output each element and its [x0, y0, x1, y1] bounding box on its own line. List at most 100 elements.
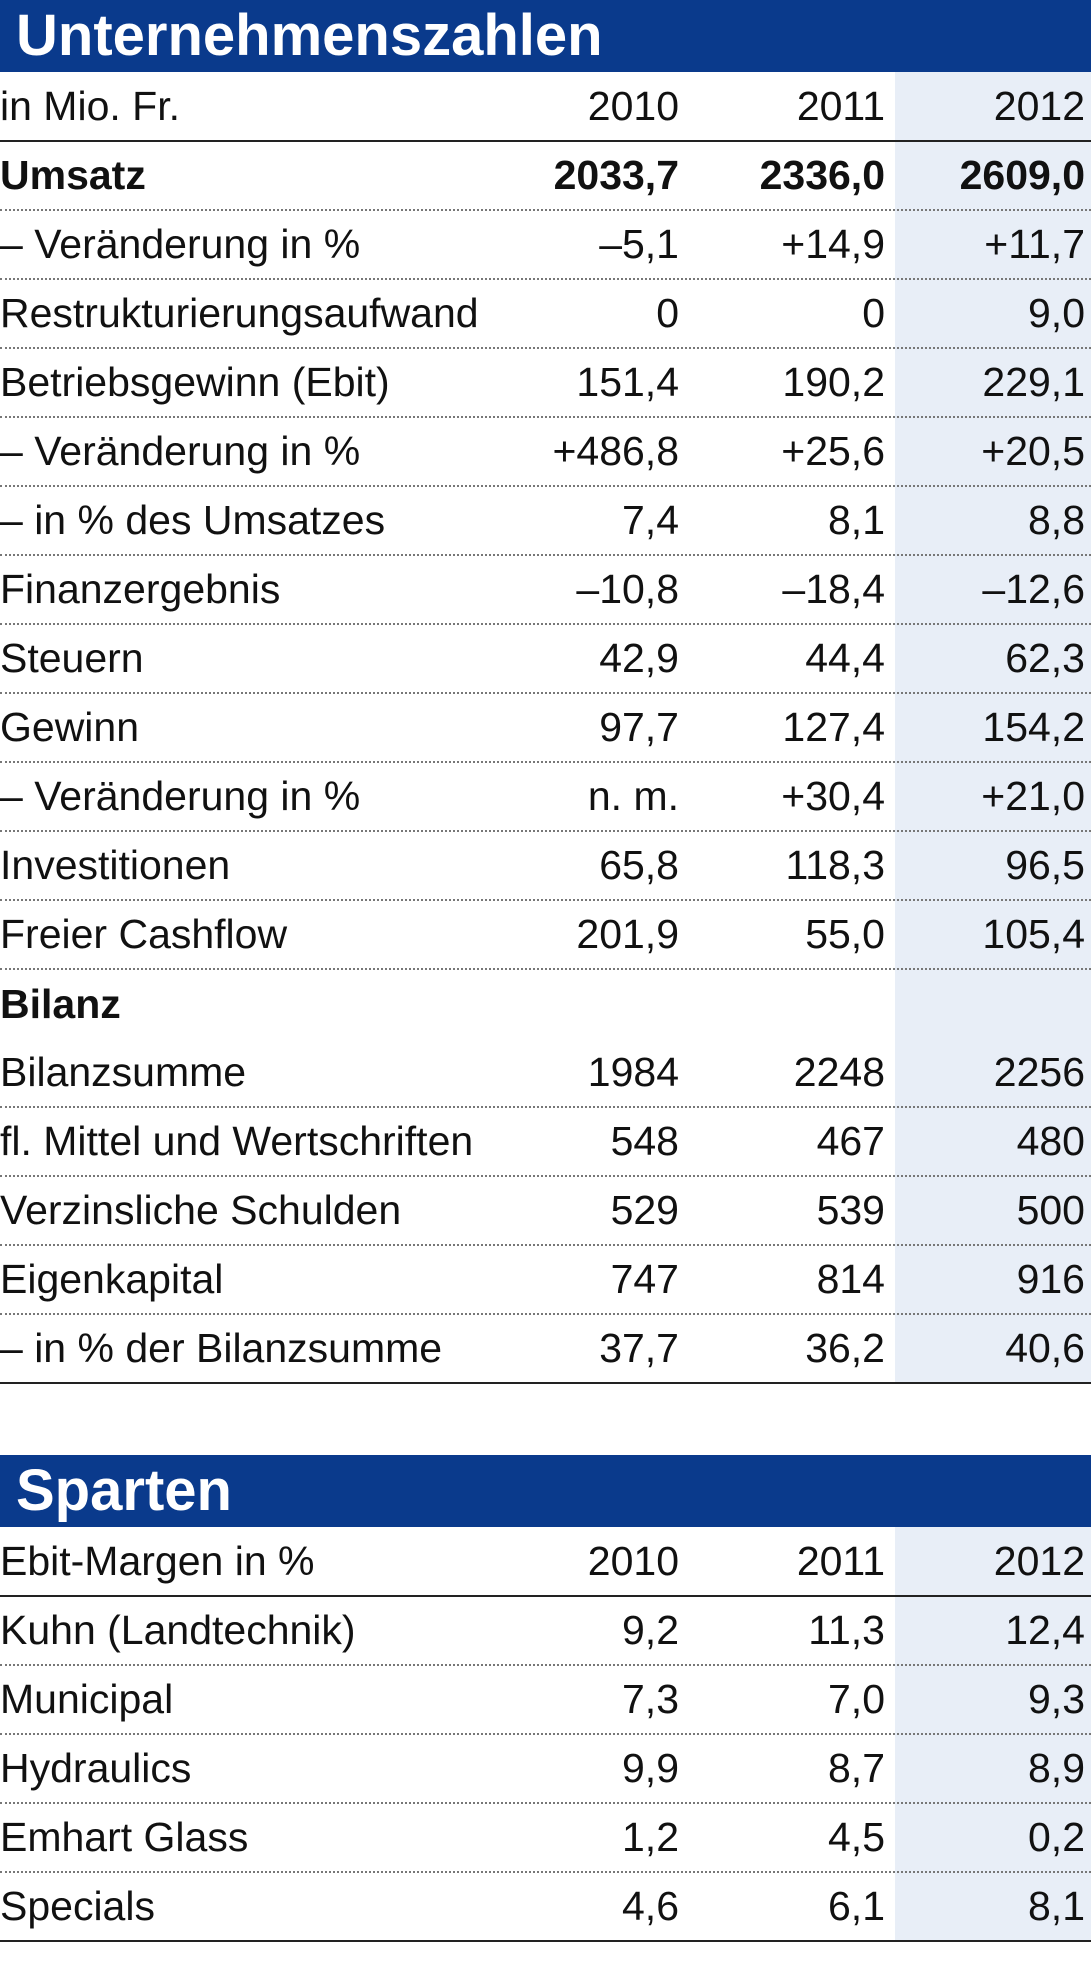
- value-cell: 0: [656, 290, 679, 336]
- value-cell: +11,7: [984, 221, 1085, 267]
- value-cell: 814: [816, 1256, 885, 1302]
- row-label: Municipal: [0, 1676, 174, 1722]
- value-cell: 9,2: [622, 1607, 679, 1653]
- row-label: – Veränderung in %: [0, 428, 361, 474]
- table-row: Emhart Glass 1,2 4,5 0,2: [0, 1804, 1091, 1873]
- row-label: Emhart Glass: [0, 1814, 249, 1860]
- value-cell: 127,4: [782, 704, 885, 750]
- row-label: fl. Mittel und Wertschriften: [0, 1118, 474, 1164]
- table-row: Gewinn 97,7 127,4 154,2: [0, 694, 1091, 763]
- value-cell: 229,1: [982, 359, 1085, 405]
- year-header: 2010: [587, 1537, 679, 1584]
- value-cell: –18,4: [782, 566, 885, 612]
- value-cell: 7,3: [622, 1676, 679, 1722]
- unit-label: in Mio. Fr.: [0, 82, 180, 129]
- row-label: Umsatz: [0, 152, 146, 198]
- value-cell: +25,6: [781, 428, 885, 474]
- company-figures-section: Unternehmenszahlen in Mio. Fr. 2010 2011…: [0, 0, 1091, 1384]
- value-cell: 916: [1016, 1256, 1085, 1302]
- value-cell: –5,1: [599, 221, 679, 267]
- value-cell: 62,3: [1005, 635, 1085, 681]
- table-row: Investitionen 65,8 118,3 96,5: [0, 832, 1091, 901]
- table-row: – in % des Umsatzes 7,4 8,1 8,8: [0, 487, 1091, 556]
- row-label: Betriebsgewinn (Ebit): [0, 359, 390, 405]
- row-label: – in % des Umsatzes: [0, 497, 386, 543]
- row-label: – Veränderung in %: [0, 773, 361, 819]
- value-cell: 529: [610, 1187, 679, 1233]
- table-row: Umsatz 2033,7 2336,0 2609,0: [0, 142, 1091, 211]
- table-row: Bilanzsumme 1984 2248 2256: [0, 1039, 1091, 1108]
- value-cell: +21,0: [981, 773, 1085, 819]
- table-row: Hydraulics 9,9 8,7 8,9: [0, 1735, 1091, 1804]
- table-row: – in % der Bilanzsumme 37,7 36,2 40,6: [0, 1315, 1091, 1384]
- divisions-section: Sparten Ebit-Margen in % 2010 2011 2012 …: [0, 1455, 1091, 1942]
- divisions-table: Ebit-Margen in % 2010 2011 2012 Kuhn (La…: [0, 1527, 1091, 1942]
- value-cell: 154,2: [982, 704, 1085, 750]
- row-label: Specials: [0, 1883, 155, 1929]
- table-row: – Veränderung in % +486,8 +25,6 +20,5: [0, 418, 1091, 487]
- value-cell: 2336,0: [759, 152, 885, 198]
- value-cell: 12,4: [1005, 1607, 1085, 1653]
- value-cell: 4,6: [622, 1883, 679, 1929]
- company-figures-title: Unternehmenszahlen: [0, 0, 1091, 72]
- value-cell: 467: [816, 1118, 885, 1164]
- value-cell: +30,4: [781, 773, 885, 819]
- value-cell: 8,8: [1028, 497, 1085, 543]
- value-cell: 747: [610, 1256, 679, 1302]
- year-header: 2010: [587, 82, 679, 129]
- value-cell: 151,4: [576, 359, 679, 405]
- row-label: Steuern: [0, 635, 144, 681]
- value-cell: 42,9: [599, 635, 679, 681]
- table-row: fl. Mittel und Wertschriften 548 467 480: [0, 1108, 1091, 1177]
- value-cell: n. m.: [587, 773, 679, 819]
- value-cell: 11,3: [808, 1607, 885, 1653]
- value-cell: 36,2: [805, 1325, 885, 1371]
- section-heading: Bilanz: [0, 970, 1091, 1039]
- value-cell: 7,4: [622, 497, 679, 543]
- value-cell: 2248: [793, 1049, 885, 1095]
- value-cell: 0: [862, 290, 885, 336]
- table-row: Finanzergebnis –10,8 –18,4 –12,6: [0, 556, 1091, 625]
- year-header: 2012: [993, 82, 1085, 129]
- table-row: Freier Cashflow 201,9 55,0 105,4: [0, 901, 1091, 970]
- year-header: 2011: [796, 82, 885, 129]
- value-cell: 500: [1016, 1187, 1085, 1233]
- value-cell: 105,4: [982, 911, 1085, 957]
- row-label: Finanzergebnis: [0, 566, 281, 612]
- row-label: Gewinn: [0, 704, 140, 750]
- table-header: in Mio. Fr. 2010 2011 2012: [0, 72, 1091, 142]
- year-header: 2011: [796, 1537, 885, 1584]
- value-cell: 8,1: [1028, 1883, 1085, 1929]
- table-row: Verzinsliche Schulden 529 539 500: [0, 1177, 1091, 1246]
- value-cell: 480: [1016, 1118, 1085, 1164]
- table-row: Steuern 42,9 44,4 62,3: [0, 625, 1091, 694]
- value-cell: 8,1: [828, 497, 885, 543]
- table-row: – Veränderung in % –5,1 +14,9 +11,7: [0, 211, 1091, 280]
- value-cell: 2033,7: [553, 152, 679, 198]
- divisions-title: Sparten: [0, 1455, 1091, 1527]
- value-cell: 6,1: [828, 1883, 885, 1929]
- value-cell: +20,5: [981, 428, 1085, 474]
- row-label: Verzinsliche Schulden: [0, 1187, 402, 1233]
- table-row: Municipal 7,3 7,0 9,3: [0, 1666, 1091, 1735]
- value-cell: +486,8: [552, 428, 679, 474]
- company-figures-table: in Mio. Fr. 2010 2011 2012 Umsatz 2033,7 2…: [0, 72, 1091, 1384]
- table-row: Specials 4,6 6,1 8,1: [0, 1873, 1091, 1942]
- row-label: Restrukturierungsaufwand: [0, 290, 479, 336]
- value-cell: 1984: [587, 1049, 679, 1095]
- row-label: Eigenkapital: [0, 1256, 224, 1302]
- row-label: – Veränderung in %: [0, 221, 361, 267]
- row-label: Bilanzsumme: [0, 1049, 247, 1095]
- value-cell: 97,7: [599, 704, 679, 750]
- value-cell: 539: [816, 1187, 885, 1233]
- row-label: – in % der Bilanzsumme: [0, 1325, 443, 1371]
- value-cell: 8,9: [1028, 1745, 1085, 1791]
- value-cell: 2256: [993, 1049, 1085, 1095]
- value-cell: 548: [610, 1118, 679, 1164]
- table-row: Kuhn (Landtechnik) 9,2 11,3 12,4: [0, 1597, 1091, 1666]
- value-cell: 2609,0: [959, 152, 1085, 198]
- value-cell: 1,2: [622, 1814, 679, 1860]
- value-cell: 37,7: [599, 1325, 679, 1371]
- value-cell: 190,2: [782, 359, 885, 405]
- value-cell: 55,0: [805, 911, 885, 957]
